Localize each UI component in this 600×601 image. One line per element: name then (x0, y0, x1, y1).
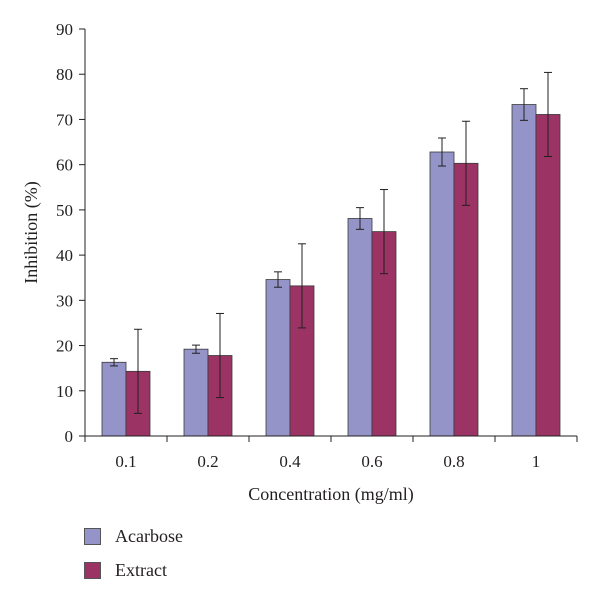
y-tick-label: 80 (56, 65, 73, 84)
x-tick-label: 0.8 (443, 452, 464, 471)
x-axis-title: Concentration (mg/ml) (248, 484, 413, 505)
y-tick-label: 90 (56, 20, 73, 39)
bar-acarbose-0.4 (265, 279, 291, 437)
bar-acarbose-0.1 (101, 361, 127, 437)
y-axis-ticks: 0 10 20 30 40 50 60 70 80 90 (56, 20, 85, 446)
x-tick-label: 0.2 (197, 452, 218, 471)
y-tick-label: 10 (56, 382, 73, 401)
bar-extract-0.8 (453, 162, 479, 437)
bar-acarbose-0.2 (183, 348, 209, 437)
bar-acarbose-0.6 (347, 218, 373, 437)
legend-label-extract: Extract (115, 559, 167, 580)
x-axis-ticks: 0.1 0.2 0.4 0.6 0.8 1 (84, 436, 578, 471)
bar-chart: 0 10 20 30 40 50 60 70 80 90 0.1 0.2 0.4 0.6 0.8 1 Con… (21, 20, 578, 505)
y-tick-label: 50 (56, 201, 73, 220)
bar-extract-1 (535, 114, 561, 437)
bar-acarbose-1 (511, 104, 537, 437)
y-axis-title: Inhibition (%) (21, 181, 42, 283)
legend-item-acarbose: Acarbose (84, 525, 183, 547)
y-tick-label: 70 (56, 110, 73, 129)
legend: Acarbose Extract (84, 525, 183, 593)
y-tick-label: 20 (56, 337, 73, 356)
error-bars (110, 71, 552, 414)
x-tick-label: 1 (532, 452, 541, 471)
y-tick-label: 0 (65, 427, 74, 446)
bars (101, 104, 561, 437)
x-tick-label: 0.6 (361, 452, 382, 471)
y-tick-label: 40 (56, 246, 73, 265)
x-tick-label: 0.4 (279, 452, 301, 471)
legend-label-acarbose: Acarbose (115, 525, 183, 546)
bar-acarbose-0.8 (429, 151, 455, 437)
legend-item-extract: Extract (84, 559, 183, 581)
y-tick-label: 60 (56, 156, 73, 175)
x-tick-label: 0.1 (115, 452, 136, 471)
legend-swatch-extract (84, 561, 101, 579)
y-tick-label: 30 (56, 291, 73, 310)
legend-swatch-acarbose (84, 527, 101, 545)
